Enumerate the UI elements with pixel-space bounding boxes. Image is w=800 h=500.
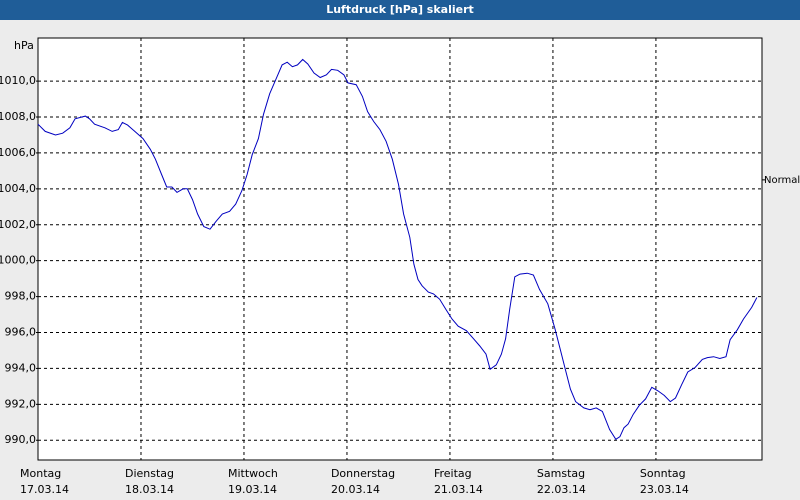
x-tick-date: 21.03.14 bbox=[434, 483, 483, 496]
x-tick-date: 23.03.14 bbox=[640, 483, 689, 496]
y-tick-label: 1000,0 bbox=[0, 254, 36, 267]
y-tick-label: 1004,0 bbox=[0, 182, 36, 195]
x-tick-date: 18.03.14 bbox=[125, 483, 174, 496]
title-bar bbox=[0, 0, 800, 20]
x-tick-date: 20.03.14 bbox=[331, 483, 380, 496]
line-series bbox=[37, 58, 758, 440]
y-tick-label: 994,0 bbox=[5, 361, 37, 374]
x-tick-label: Dienstag bbox=[125, 467, 174, 480]
y-tick-label: 1008,0 bbox=[0, 110, 36, 123]
x-tick-date: 19.03.14 bbox=[228, 483, 277, 496]
y-tick-label: 992,0 bbox=[5, 397, 37, 410]
x-tick-label: Samstag bbox=[537, 467, 585, 480]
y-tick-label: 1002,0 bbox=[0, 218, 36, 231]
x-tick-label: Montag bbox=[20, 467, 61, 480]
y-tick-label: 990,0 bbox=[5, 433, 37, 446]
x-tick-date: 17.03.14 bbox=[20, 483, 69, 496]
x-tick-label: Sonntag bbox=[640, 467, 686, 480]
plot-area bbox=[37, 37, 763, 461]
x-tick-label: Mittwoch bbox=[228, 467, 278, 480]
y-tick-label: 996,0 bbox=[5, 326, 37, 339]
y-unit: hPa bbox=[14, 39, 34, 52]
x-tick-label: Freitag bbox=[434, 467, 472, 480]
x-tick-date: 22.03.14 bbox=[537, 483, 586, 496]
x-tick-label: Donnerstag bbox=[331, 467, 395, 480]
y-tick-label: 1010,0 bbox=[0, 74, 36, 87]
chart-title: Luftdruck [hPa] skaliert bbox=[326, 3, 474, 16]
y-tick-label: 1006,0 bbox=[0, 146, 36, 159]
y-tick-label: 998,0 bbox=[5, 290, 37, 303]
annotation: Normal bbox=[764, 175, 800, 186]
